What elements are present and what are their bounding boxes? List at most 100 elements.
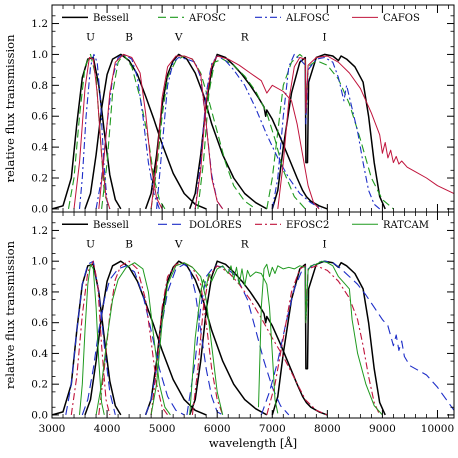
legend-entry-afosc: AFOSC [158, 13, 226, 24]
y-axis-label: relative flux transmission [3, 240, 17, 389]
series-dolores-curve-2 [81, 265, 185, 416]
series-ratcam-curve-5 [258, 260, 383, 416]
band-label-u: U [86, 32, 95, 44]
y-tick-label: 0.2 [31, 173, 48, 185]
legend-label: RATCAM [383, 220, 429, 231]
series-dolores-curve-5 [260, 260, 454, 416]
panel-2: 0.0 0.2 0.4 0.6 0.8 1.0 1.2 3000 4000 5000 6000 700… [3, 211, 455, 450]
legend-entry-efosc2: EFOSC2 [255, 220, 329, 231]
series-ratcam-curve-4 [189, 265, 279, 415]
series-afosc [67, 53, 394, 210]
legend-label: CAFOS [383, 13, 420, 24]
series-cafos-curve-2 [98, 53, 163, 210]
series-dolores [65, 260, 454, 416]
band-label-v: V [174, 32, 183, 44]
y-tick-label: 0.8 [31, 80, 48, 92]
series-bessell-curve-4 [188, 260, 328, 416]
series-bessell-curve-5 [271, 53, 386, 210]
x-tick-label: 10000 [421, 423, 454, 435]
series-efosc2-curve-5 [266, 265, 381, 416]
series-dolores-curve-4 [186, 265, 290, 416]
y-tick-label: 0.6 [31, 111, 48, 123]
series-efosc2 [70, 260, 381, 416]
series-efosc2-curve-3 [150, 262, 224, 416]
band-label-i: I [323, 32, 327, 44]
series-efosc2-curve-4 [191, 265, 328, 416]
series-efosc2-curve-1 [70, 260, 111, 416]
y-tick-label: 0.4 [31, 142, 48, 154]
band-label-r: R [241, 238, 250, 250]
x-axis-label: wavelength [Å] [209, 436, 297, 450]
series-alfosc [78, 53, 381, 210]
series-afosc-curve-1 [67, 53, 111, 210]
legend-entry-cafos: CAFOS [352, 13, 420, 24]
y-tick-label: 1.2 [31, 225, 48, 237]
series-cafos-curve-5 [277, 55, 454, 209]
legend-label: Bessell [93, 220, 129, 231]
series-bessell-curve-2 [84, 260, 207, 416]
y-tick-label: 1.0 [31, 49, 48, 61]
series-afosc-curve-2 [101, 53, 166, 210]
series-group [52, 53, 454, 210]
series-alfosc-curve-1 [78, 53, 111, 210]
band-label-b: B [125, 238, 133, 250]
band-label-u: U [86, 238, 95, 250]
legend-entry-bessell: Bessell [62, 220, 129, 231]
series-group [52, 260, 454, 416]
x-tick-label: 9000 [369, 423, 396, 435]
y-tick-label: 0.0 [31, 203, 48, 215]
series-cafos [73, 53, 454, 210]
plot-frame [51, 4, 455, 213]
x-tick-label: 4000 [94, 423, 121, 435]
y-tick-label: 0.0 [31, 409, 48, 421]
band-label-r: R [241, 32, 250, 44]
plot-frame [51, 211, 455, 419]
series-ratcam [79, 260, 383, 416]
x-tick-label: 7000 [259, 423, 286, 435]
series-dolores-curve-1 [65, 260, 116, 416]
legend-label: ALFOSC [285, 13, 330, 24]
series-alfosc-curve-3 [156, 56, 224, 210]
series-afosc-curve-4 [197, 58, 306, 210]
series-bessell-curve-2 [84, 53, 207, 210]
y-tick-label: 0.8 [31, 286, 48, 298]
x-tick-label: 3000 [39, 423, 66, 435]
series-afosc-curve-3 [150, 55, 257, 210]
y-tick-label: 0.4 [31, 348, 48, 360]
legend-label: AFOSC [188, 13, 226, 24]
legend-entry-dolores: DOLORES [158, 220, 242, 231]
series-cafos-curve-1 [73, 57, 111, 210]
legend-entry-bessell: Bessell [62, 13, 129, 24]
series-afosc-curve-5 [266, 53, 394, 210]
band-label-i: I [323, 238, 327, 250]
y-tick-label: 1.2 [31, 18, 48, 30]
series-ratcam-curve-3 [150, 262, 224, 416]
legend-label: EFOSC2 [286, 220, 329, 231]
series-bessell [52, 260, 386, 416]
series-ratcam-curve-1 [79, 263, 105, 416]
panel-1: 0.0 0.2 0.4 0.6 0.8 1.0 1.2 relative flux trans… [3, 4, 455, 215]
y-tick-label: 0.6 [31, 317, 48, 329]
series-bessell-curve-4 [188, 53, 328, 210]
series-ratcam-curve-2 [95, 262, 171, 416]
legend-entry-alfosc: ALFOSC [255, 13, 330, 24]
x-tick-label: 6000 [204, 423, 231, 435]
series-dolores-curve-3 [145, 263, 223, 416]
y-tick-label: 0.2 [31, 379, 48, 391]
legend-label: Bessell [93, 13, 129, 24]
y-tick-label: 1.0 [31, 256, 48, 268]
x-tick-label: 8000 [314, 423, 341, 435]
series-bessell-curve-3 [144, 260, 268, 416]
legend-label: DOLORES [189, 220, 242, 231]
band-label-b: B [125, 32, 133, 44]
legend-entry-ratcam: RATCAM [352, 220, 429, 231]
series-cafos-curve-3 [150, 55, 224, 210]
series-alfosc-curve-4 [194, 55, 323, 210]
band-label-v: V [174, 238, 183, 250]
series-bessell-curve-5 [271, 260, 386, 416]
y-axis-label: relative flux transmission [3, 34, 17, 183]
series-bessell-curve-1 [52, 263, 122, 416]
series-bessell [52, 53, 386, 210]
series-alfosc-curve-5 [271, 53, 381, 210]
